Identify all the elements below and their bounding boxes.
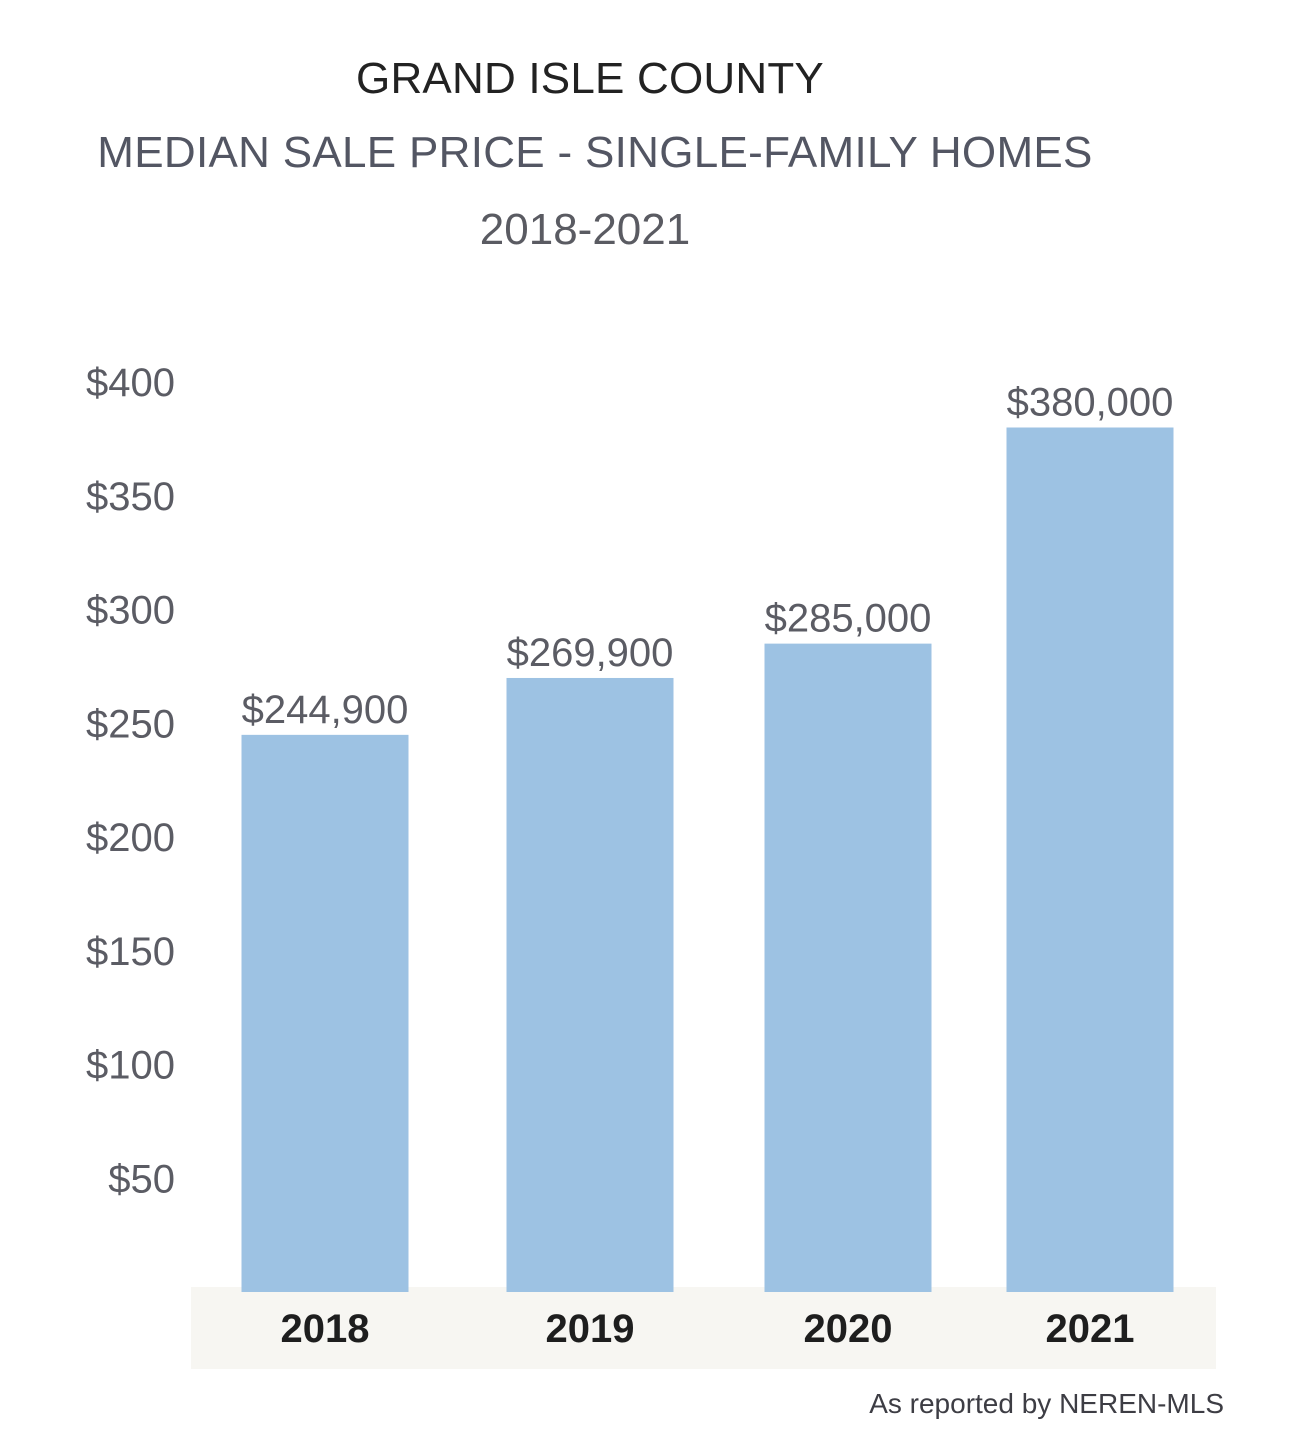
data-label-2018: $244,900	[242, 688, 409, 732]
chart-title-metric: MEDIAN SALE PRICE - SINGLE-FAMILY HOMES	[97, 128, 1093, 177]
x-tick-label-2020: 2020	[804, 1307, 893, 1351]
x-axis-categories: 2018 2019 2020 2021	[281, 1307, 1135, 1351]
y-tick-label: $100	[86, 1044, 175, 1088]
source-note: As reported by NEREN-MLS	[869, 1388, 1224, 1419]
y-tick-label: $350	[86, 475, 175, 519]
x-tick-label-2018: 2018	[281, 1307, 370, 1351]
y-axis-ticks: $50 $100 $150 $200 $250 $300 $350 $400	[86, 361, 175, 1201]
bar-2018	[241, 734, 409, 1292]
chart-title-county: GRAND ISLE COUNTY	[356, 54, 824, 103]
chart-subtitle-range: 2018-2021	[479, 205, 691, 254]
x-tick-label-2019: 2019	[546, 1307, 635, 1351]
bar-2021	[1006, 427, 1174, 1292]
data-label-2020: $285,000	[765, 597, 932, 641]
y-tick-label: $50	[108, 1157, 175, 1201]
bar-series	[241, 427, 1174, 1292]
y-tick-label: $150	[86, 930, 175, 974]
data-labels: $244,900 $269,900 $285,000 $380,000	[242, 381, 1174, 732]
x-tick-label-2021: 2021	[1046, 1307, 1135, 1351]
x-axis-band	[191, 1287, 1216, 1369]
y-tick-label: $250	[86, 702, 175, 746]
y-tick-label: $300	[86, 589, 175, 633]
bar-2019	[506, 677, 674, 1292]
y-tick-label: $400	[86, 361, 175, 405]
y-tick-label: $200	[86, 816, 175, 860]
data-label-2021: $380,000	[1007, 381, 1174, 425]
data-label-2019: $269,900	[507, 631, 674, 675]
bar-2020	[764, 643, 932, 1292]
